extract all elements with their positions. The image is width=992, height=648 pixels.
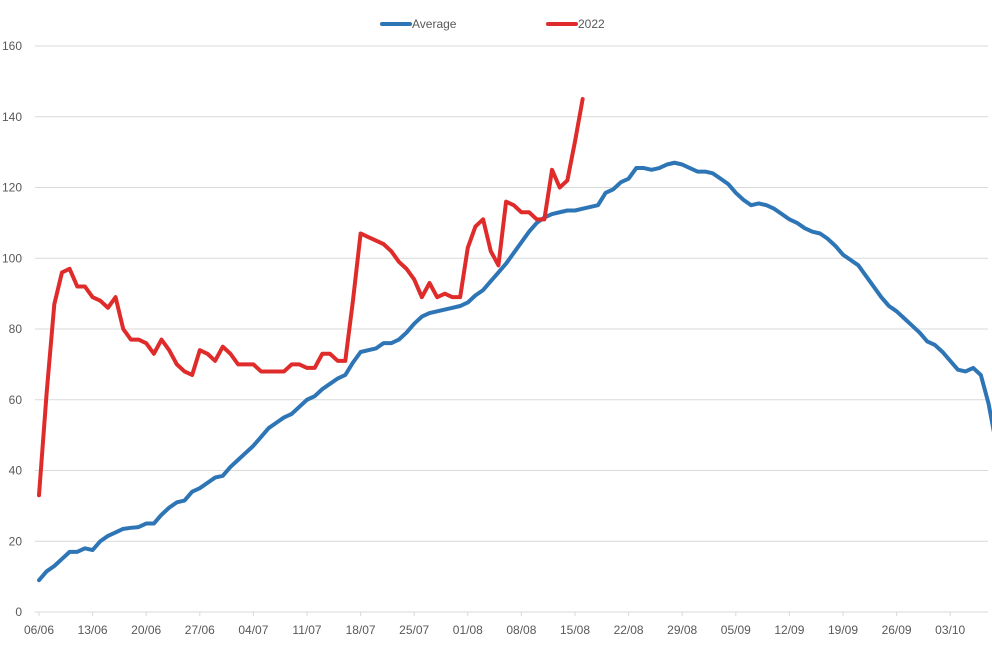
y-tick-label: 0 xyxy=(15,605,22,619)
x-tick-label: 01/08 xyxy=(453,623,483,637)
x-tick-label: 08/08 xyxy=(506,623,536,637)
legend: Average 2022 xyxy=(380,17,605,31)
x-tick-label: 20/06 xyxy=(131,623,161,637)
x-tick-label: 26/09 xyxy=(882,623,912,637)
x-tick-label: 29/08 xyxy=(667,623,697,637)
series-line-2022 xyxy=(37,97,585,498)
x-tick-label: 11/07 xyxy=(292,623,321,637)
y-tick-label: 100 xyxy=(2,251,22,265)
x-tick-label: 15/08 xyxy=(560,623,590,637)
y-tick-label: 120 xyxy=(2,181,22,195)
x-tick-label: 05/09 xyxy=(721,623,751,637)
grid-layer xyxy=(35,45,988,613)
legend-label-average: Average xyxy=(412,17,457,31)
y-tick-label: 140 xyxy=(2,110,22,124)
x-tick-label: 22/08 xyxy=(614,623,644,637)
y-tick-label: 20 xyxy=(9,534,23,548)
x-tick-label: 06/06 xyxy=(24,623,54,637)
y-tick-label: 160 xyxy=(2,39,22,53)
legend-label-2022: 2022 xyxy=(578,17,605,31)
x-tick-label: 18/07 xyxy=(346,623,376,637)
x-tick-label: 13/06 xyxy=(78,623,108,637)
x-tick-label: 19/09 xyxy=(828,623,858,637)
x-tick-label: 12/09 xyxy=(774,623,804,637)
series-layer xyxy=(37,97,992,583)
x-tick-label: 03/10 xyxy=(935,623,965,637)
x-axis-tick-labels: 06/06 13/06 20/06 27/06 04/07 11/07 18/07 25/07… xyxy=(24,612,966,637)
x-tick-label: 27/06 xyxy=(185,623,215,637)
x-tick-label: 04/07 xyxy=(238,623,268,637)
y-tick-label: 40 xyxy=(9,464,23,478)
series-line-average xyxy=(37,160,992,583)
y-axis-tick-labels: 0 20 40 60 80 100 120 140 160 xyxy=(2,39,22,619)
y-tick-label: 80 xyxy=(9,322,23,336)
x-tick-label: 25/07 xyxy=(399,623,429,637)
y-tick-label: 60 xyxy=(9,393,23,407)
